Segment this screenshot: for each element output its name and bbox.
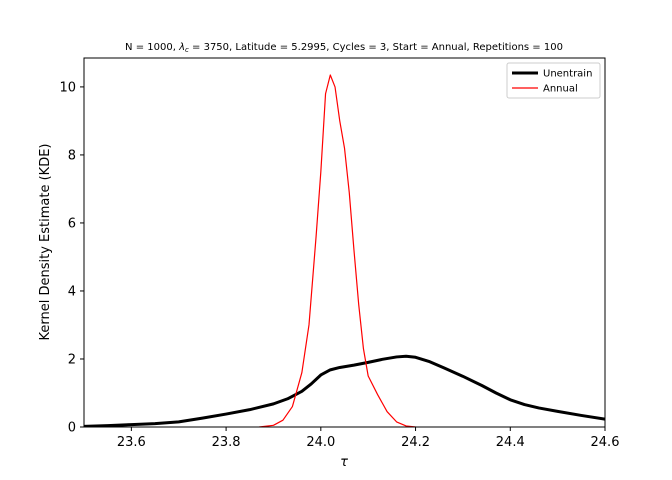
chart-title-subscript: c [185,46,189,54]
y-tick-label: 2 [68,352,76,367]
chart-title-before: N = 1000, [125,42,179,53]
y-tick-label: 8 [68,148,76,163]
chart-title-symbol: λ [178,42,185,53]
x-tick-label: 23.6 [117,435,146,450]
y-axis: 0 2 4 6 8 10 [59,80,84,436]
x-tick-label: 23.8 [212,435,241,450]
x-tick-label: 24.6 [591,435,620,450]
x-axis-label: τ [340,455,348,470]
legend: Unentrain Annual [506,62,601,99]
legend-label-annual: Annual [543,84,578,95]
x-tick-label: 24.2 [401,435,430,450]
plot-area [84,74,605,427]
y-tick-label: 0 [68,421,76,436]
x-tick-label: 24.0 [306,435,335,450]
x-tick-label: 24.4 [496,435,525,450]
y-axis-label: Kernel Density Estimate (KDE) [38,144,53,341]
legend-label-unentrain: Unentrain [543,69,592,80]
series-line-unentrain [84,354,605,427]
x-axis: 23.6 23.8 24.0 24.2 24.4 24.6 [117,427,620,450]
y-tick-label: 10 [59,80,76,95]
series-line-annual [258,74,417,427]
y-tick-label: 6 [68,216,76,231]
y-tick-label: 4 [68,284,76,299]
axes-frame [83,57,606,428]
chart-title: N = 1000, λc = 3750, Latitude = 5.2995, … [125,42,563,54]
chart-title-after: = 3750, Latitude = 5.2995, Cycles = 3, S… [189,42,563,53]
